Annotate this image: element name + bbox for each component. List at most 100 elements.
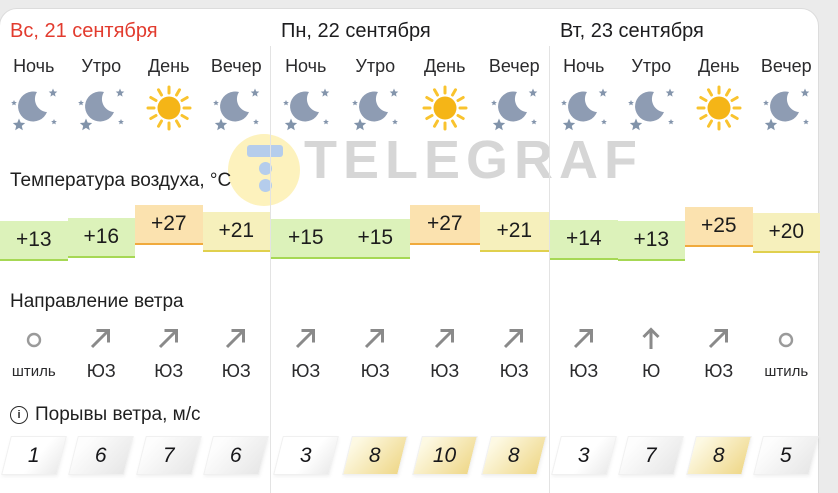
wind-direction-label: ЮЗ [360, 360, 390, 381]
arrow-ne-icon [360, 324, 390, 352]
time-slot-label: Вечер [210, 55, 262, 76]
weather-icon-cell [341, 80, 411, 136]
time-slot-row: Ночь Утро День Вечер [550, 54, 820, 78]
column-separator [549, 46, 550, 493]
wind-icons-row [550, 322, 820, 354]
arrow-ne-icon [291, 324, 321, 352]
time-slot-cell: День [685, 54, 753, 78]
weather-icon-cell [753, 80, 821, 136]
wind-gust-number: 3 [299, 443, 312, 466]
time-slot-label: День [147, 55, 190, 76]
moon-icon [347, 82, 403, 134]
temperature-block: +20 [752, 213, 820, 253]
wind-direction-label: ЮЗ [430, 360, 460, 381]
time-slot-label: Ночь [285, 55, 327, 76]
wind-direction-row: ЮЗ Ю ЮЗ штиль [550, 358, 820, 384]
wind-direction-cell: ЮЗ [410, 358, 480, 384]
time-slot-label: День [697, 55, 740, 76]
wind-gust-cell: 8 [480, 432, 550, 478]
time-slot-row: Ночь Утро День Вечер [0, 54, 270, 78]
day-date[interactable]: Пн, 22 сентября [281, 20, 431, 42]
time-slot-cell: Ночь [271, 54, 341, 78]
temperature-cell: +14 [550, 196, 618, 280]
temperature-block: +27 [135, 205, 203, 245]
time-slot-cell: Утро [618, 54, 686, 78]
wind-gust-value: 6 [203, 435, 270, 475]
time-slot-cell: Вечер [753, 54, 821, 78]
wind-gust-value: 8 [342, 435, 409, 475]
wind-gusts-row: 3 8 10 8 [271, 432, 549, 478]
wind-gusts-row: 3 7 8 5 [550, 432, 820, 478]
wind-direction-label: штиль [764, 362, 809, 380]
wind-gust-number: 7 [162, 443, 175, 466]
temperature-cell: +16 [67, 196, 135, 280]
temperature-cell: +25 [685, 196, 753, 280]
wind-gust-cell: 6 [68, 432, 136, 478]
wind-direction-cell: ЮЗ [68, 358, 136, 384]
arrow-ne-icon [704, 324, 734, 352]
arrow-ne-icon [154, 324, 184, 352]
time-slot-cell: День [135, 54, 203, 78]
day-date[interactable]: Вт, 23 сентября [560, 20, 704, 42]
wind-gust-number: 8 [369, 443, 382, 466]
weather-icon-cell [135, 80, 203, 136]
wind-gusts-section-label: i Порывы ветра, м/с [10, 404, 201, 426]
temperature-block: +13 [617, 221, 685, 261]
wind-gust-value: 1 [0, 435, 67, 475]
temperature-section-label: Температура воздуха, °С [10, 170, 232, 191]
day-date[interactable]: Вс, 21 сентября [10, 20, 158, 42]
weather-icon-cell [410, 80, 480, 136]
wind-direction-label: ЮЗ [154, 360, 184, 381]
temperature-band: +14 +13 +25 +20 [550, 196, 820, 280]
moon-icon [486, 82, 542, 134]
moon-icon [278, 82, 334, 134]
temperature-block: +27 [410, 205, 480, 245]
weather-icon-cell [68, 80, 136, 136]
temperature-cell: +15 [340, 196, 410, 280]
sun-icon [417, 82, 473, 134]
time-slot-row: Ночь Утро День Вечер [271, 54, 549, 78]
wind-gust-value: 8 [481, 435, 548, 475]
wind-gust-value: 7 [618, 435, 685, 475]
wind-direction-row: ЮЗ ЮЗ ЮЗ ЮЗ [271, 358, 549, 384]
time-slot-label: Ночь [13, 55, 55, 76]
time-slot-label: Утро [631, 55, 672, 76]
moon-icon [6, 82, 62, 134]
weather-icon-cell [550, 80, 618, 136]
time-slot-label: День [423, 55, 466, 76]
temperature-cell: +15 [271, 196, 341, 280]
wind-gust-cell: 7 [135, 432, 203, 478]
wind-icon-cell [480, 322, 550, 354]
temperature-block: +15 [340, 219, 410, 259]
temperature-block: +15 [271, 219, 341, 259]
temperature-block: +25 [685, 207, 753, 247]
wind-icon-cell [550, 322, 618, 354]
info-icon[interactable]: i [10, 406, 28, 424]
temperature-block: +21 [479, 212, 549, 252]
wind-direction-cell: ЮЗ [685, 358, 753, 384]
time-slot-label: Утро [81, 55, 122, 76]
wind-gust-value: 5 [753, 435, 820, 475]
wind-direction-cell: ЮЗ [135, 358, 203, 384]
time-slot-cell: День [410, 54, 480, 78]
wind-gust-cell: 6 [203, 432, 271, 478]
moon-icon [758, 82, 814, 134]
wind-icon-cell [685, 322, 753, 354]
wind-direction-cell: ЮЗ [341, 358, 411, 384]
wind-gust-cell: 1 [0, 432, 68, 478]
wind-direction-label: ЮЗ [704, 360, 734, 381]
wind-gust-number: 8 [508, 443, 521, 466]
day-column-1: Вс, 21 сентября Ночь Утро День Вечер +13 +16 +2… [0, 0, 270, 493]
wind-gust-cell: 7 [618, 432, 686, 478]
temperature-block: +14 [550, 220, 618, 260]
wind-icon-cell [753, 322, 821, 354]
temperature-block: +13 [0, 221, 68, 261]
time-slot-cell: Ночь [550, 54, 618, 78]
temperature-block: +16 [67, 218, 135, 258]
weather-icon-cell [271, 80, 341, 136]
wind-icons-row [0, 322, 270, 354]
wind-icons-row [271, 322, 549, 354]
time-slot-label: Вечер [760, 55, 812, 76]
